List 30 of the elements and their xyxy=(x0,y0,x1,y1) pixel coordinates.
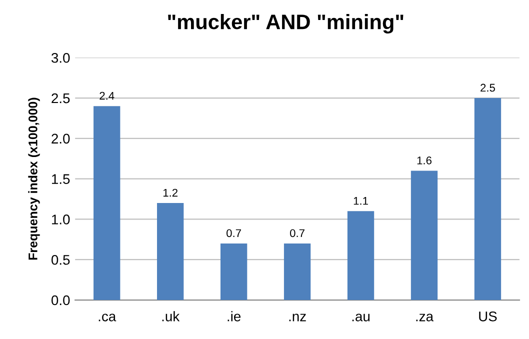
data-label: 0.7 xyxy=(226,229,241,238)
x-tick-label: .ie xyxy=(228,311,241,322)
data-label: 0.7 xyxy=(290,229,304,238)
y-tick-label: 0.5 xyxy=(51,254,70,265)
bar xyxy=(94,106,120,300)
bar xyxy=(347,211,374,300)
x-tick-label: .nz xyxy=(289,314,306,322)
bar xyxy=(410,170,438,300)
x-tick-label: US xyxy=(479,311,497,322)
x-tick-label: .ca xyxy=(98,314,116,322)
data-label: 1.1 xyxy=(354,197,368,205)
bar xyxy=(157,203,184,300)
bar xyxy=(474,98,502,300)
y-tick-label: 1.0 xyxy=(52,214,70,224)
bar xyxy=(220,243,248,300)
data-label: 2.4 xyxy=(100,92,114,100)
x-tick-label: .za xyxy=(416,314,434,322)
y-tick-label: 2.5 xyxy=(52,93,70,104)
data-label: 1.2 xyxy=(163,188,178,197)
data-label: 1.6 xyxy=(417,156,432,164)
y-tick-label: 2.0 xyxy=(52,134,70,144)
x-tick-label: .uk xyxy=(162,311,180,322)
chart-title: "mucker" AND "mining" xyxy=(168,14,404,34)
x-tick-label: .au xyxy=(352,314,370,322)
bar xyxy=(284,243,311,300)
y-tick-label: 0.0 xyxy=(51,295,70,306)
y-tick-label: 3.0 xyxy=(51,52,70,63)
y-tick-label: 1.5 xyxy=(52,174,70,184)
data-label: 2.5 xyxy=(480,84,495,92)
y-axis-title: Frequency index (x100,000) xyxy=(28,98,40,260)
